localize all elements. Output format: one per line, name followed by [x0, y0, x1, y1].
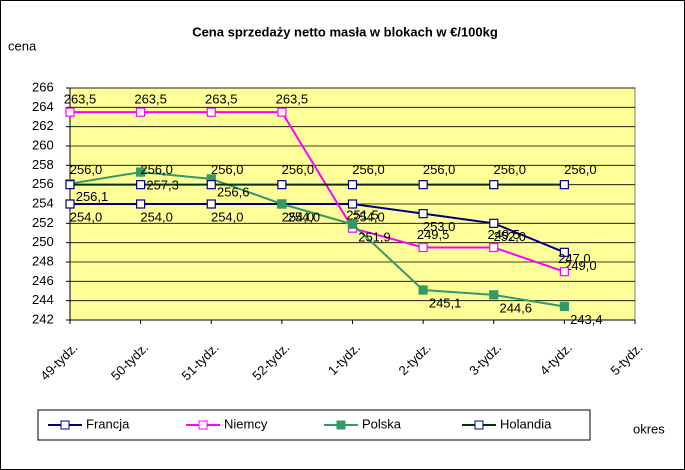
data-label: 254,0 — [352, 209, 385, 224]
y-tick-label: 258 — [32, 157, 54, 172]
marker — [418, 285, 428, 295]
y-tick-label: 262 — [32, 118, 54, 133]
marker — [418, 180, 428, 190]
chart-title: Cena sprzedaży netto masła w blokach w €… — [192, 24, 498, 39]
y-tick-label: 252 — [32, 215, 54, 230]
y-tick-label: 256 — [32, 176, 54, 191]
data-label: 243,4 — [570, 312, 603, 327]
legend-marker — [336, 420, 346, 430]
marker — [559, 247, 569, 257]
marker — [65, 199, 75, 209]
marker — [559, 301, 569, 312]
data-label: 251,5 — [346, 208, 379, 223]
y-tick-label: 254 — [32, 195, 54, 210]
data-label: 252,0 — [493, 229, 526, 244]
data-label: 256,0 — [352, 162, 385, 177]
data-label: 256,0 — [493, 162, 526, 177]
data-label: 263,5 — [276, 92, 309, 107]
legend-marker — [474, 420, 484, 430]
series-line — [70, 203, 565, 254]
y-axis-label: cena — [8, 38, 37, 53]
marker — [136, 107, 146, 117]
marker — [206, 107, 216, 117]
marker — [277, 199, 287, 209]
marker — [489, 218, 499, 228]
marker — [347, 180, 358, 190]
data-label: 244,6 — [499, 300, 532, 315]
data-label: 256,0 — [211, 162, 244, 177]
marker — [489, 180, 499, 190]
y-tick-label: 244 — [32, 292, 54, 307]
data-label: 247,0 — [558, 251, 591, 266]
y-tick-label: 248 — [32, 253, 54, 268]
legend-marker — [60, 420, 70, 430]
marker — [206, 180, 216, 190]
legend-label: Polska — [362, 416, 402, 431]
legend-label: Niemcy — [224, 416, 268, 431]
data-label: 254,0 — [211, 209, 244, 224]
data-label: 256,1 — [76, 189, 109, 204]
data-label: 256,0 — [140, 162, 173, 177]
y-tick-label: 242 — [32, 311, 54, 326]
marker — [206, 199, 216, 209]
data-label: 256,0 — [282, 162, 315, 177]
marker — [136, 180, 146, 190]
marker — [277, 107, 287, 117]
data-label: 254,0 — [70, 209, 103, 224]
legend-label: Holandia — [500, 416, 552, 431]
data-label: 254,0 — [140, 209, 173, 224]
y-tick-label: 246 — [32, 273, 54, 288]
marker — [277, 180, 287, 190]
data-label: 249,0 — [564, 258, 597, 273]
marker — [489, 290, 499, 300]
data-label: 263,5 — [205, 92, 238, 107]
data-label: 256,0 — [564, 162, 597, 177]
marker — [418, 242, 428, 253]
marker — [65, 180, 75, 190]
legend — [37, 409, 591, 441]
marker — [489, 242, 499, 253]
data-label: 253,0 — [423, 219, 456, 234]
marker — [418, 209, 428, 219]
data-label: 263,5 — [64, 92, 97, 107]
marker — [559, 180, 569, 190]
marker — [347, 199, 358, 209]
data-label: 249,5 — [487, 227, 520, 242]
legend-label: Francja — [86, 416, 130, 431]
y-tick-label: 260 — [32, 137, 54, 152]
data-label: 263,5 — [134, 92, 167, 107]
series-line — [70, 111, 565, 273]
data-label: 256,6 — [217, 184, 250, 199]
data-label: 251,9 — [358, 230, 391, 245]
y-tick-label: 250 — [32, 234, 54, 249]
x-axis-label: okres — [633, 421, 665, 436]
marker — [347, 219, 358, 229]
data-label: 256,0 — [423, 162, 456, 177]
marker — [65, 107, 75, 117]
marker — [136, 199, 146, 209]
y-tick-label: 266 — [32, 79, 54, 94]
data-label: 254,0 — [288, 209, 321, 224]
marker — [136, 167, 146, 177]
marker — [559, 267, 569, 277]
data-label: 245,1 — [429, 295, 462, 310]
y-tick-label: 264 — [32, 99, 54, 114]
data-label: 256,0 — [70, 162, 103, 177]
data-label: 249,5 — [417, 227, 450, 242]
legend-marker — [198, 420, 208, 430]
series-line — [69, 171, 565, 308]
data-label: 254,0 — [282, 209, 315, 224]
